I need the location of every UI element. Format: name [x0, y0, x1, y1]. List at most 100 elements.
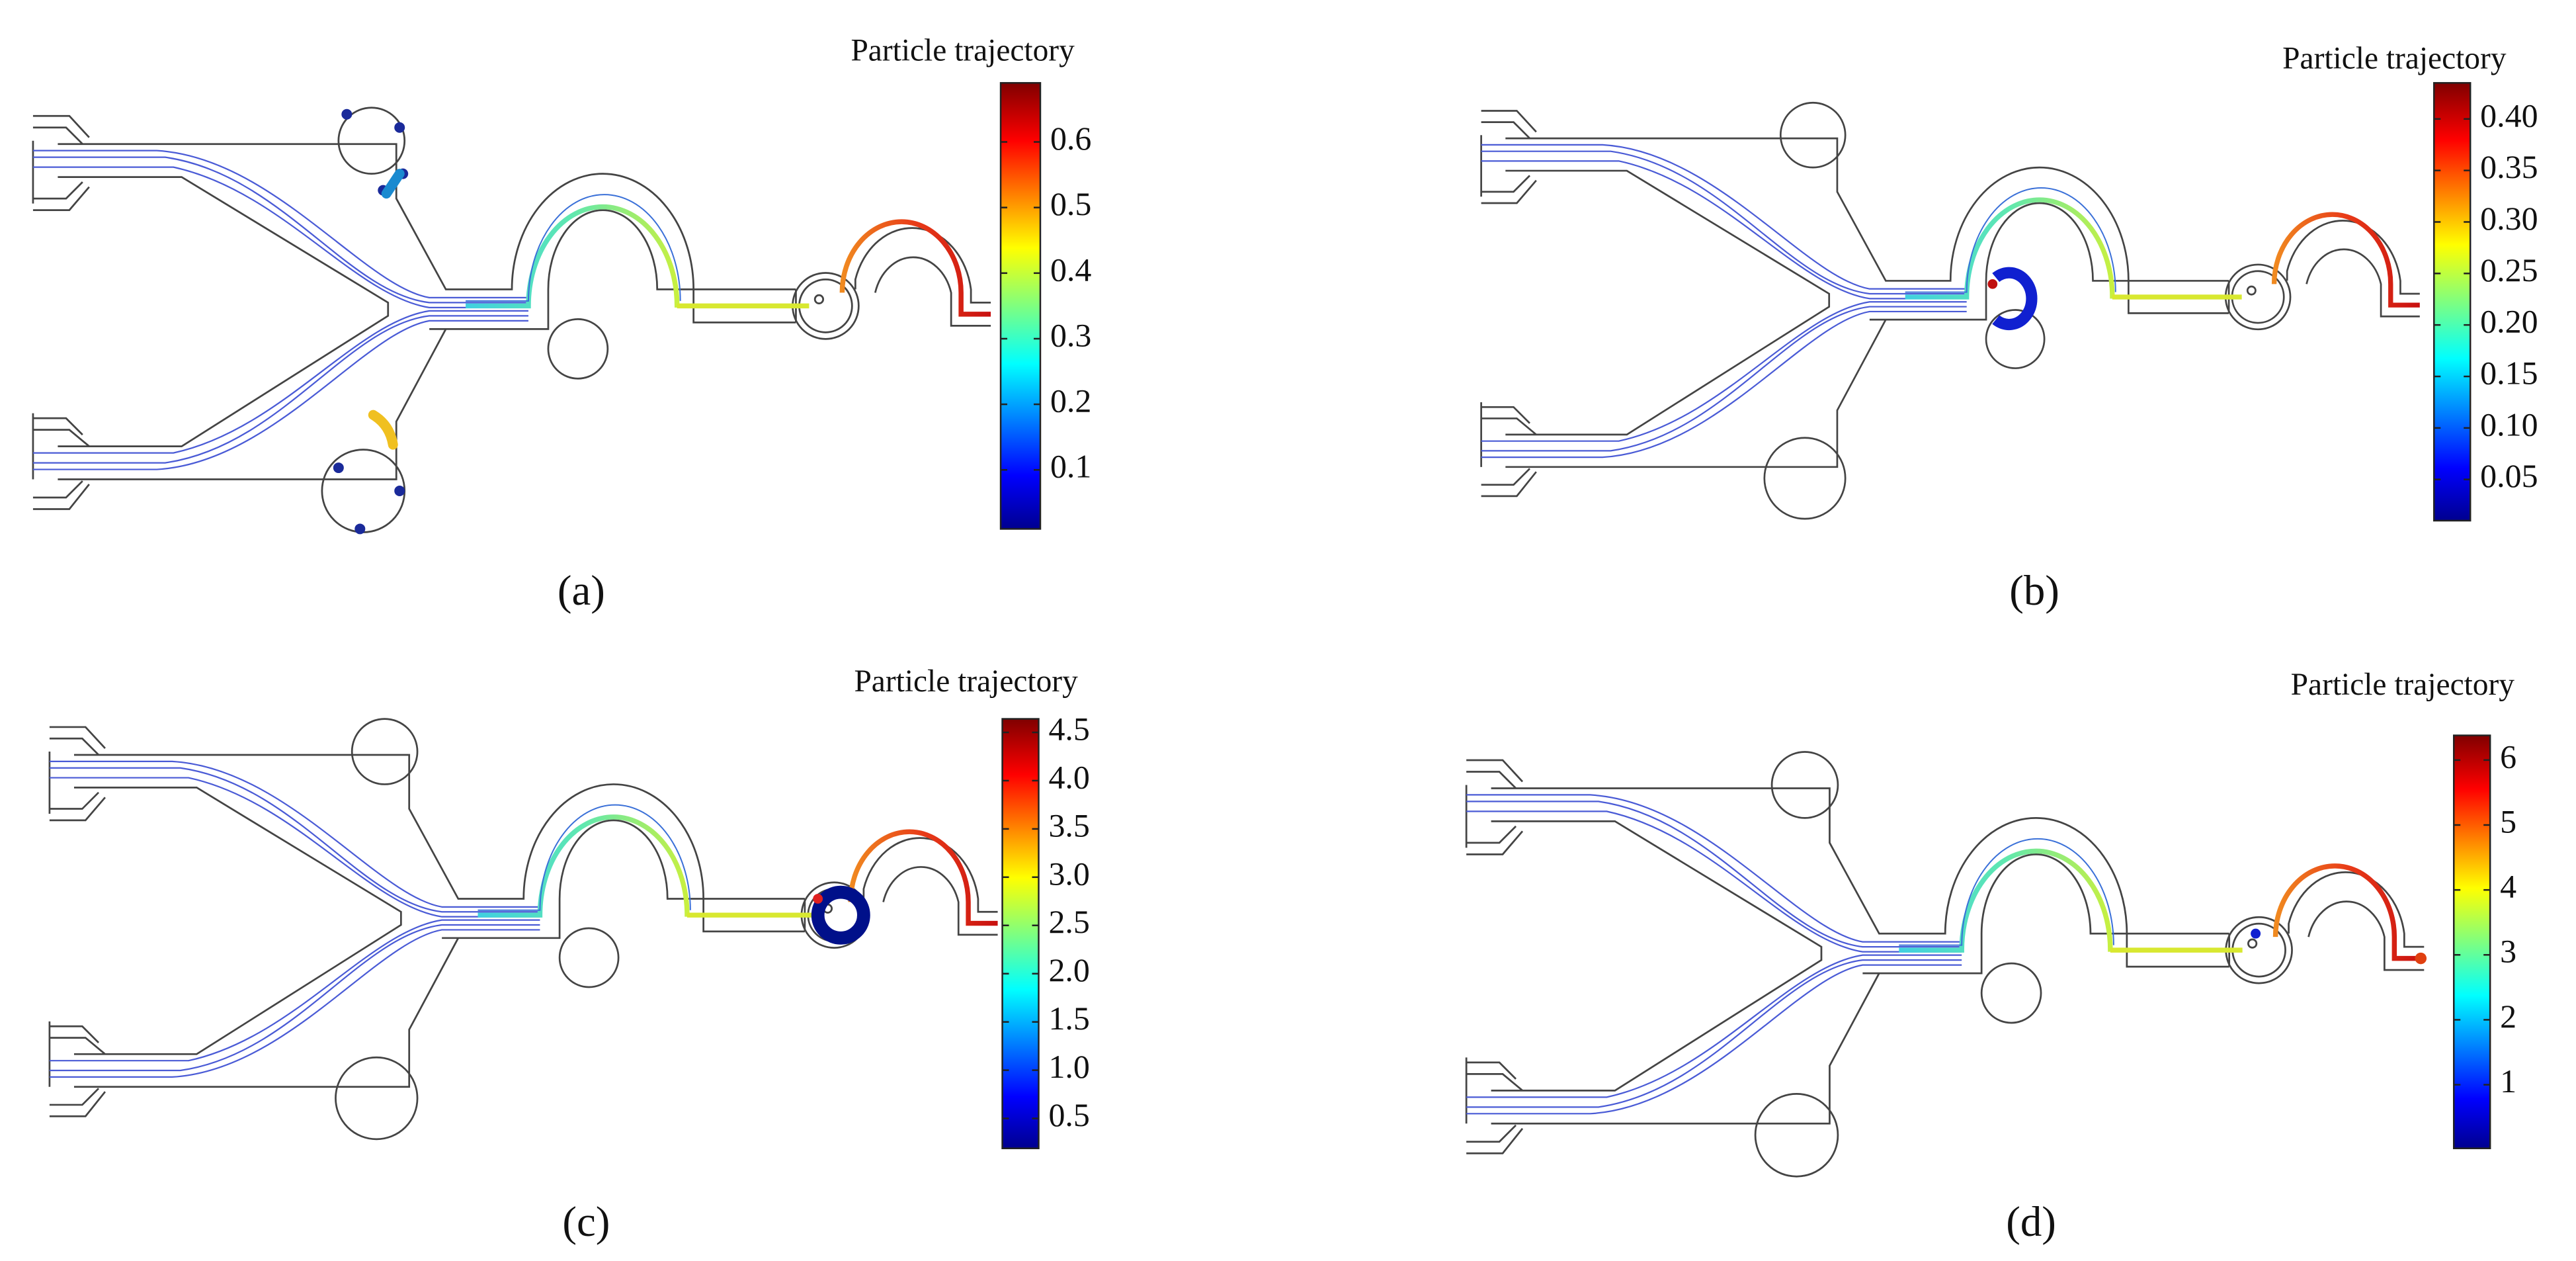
colorbar-tick-label: 1.5 [1048, 1000, 1089, 1037]
channel-wall [49, 726, 106, 756]
trajectory-arch [478, 804, 691, 911]
channel-wall [1466, 825, 1524, 855]
particle [341, 109, 353, 120]
panel-label: (d) [2006, 1198, 2056, 1246]
channel-wall [32, 181, 90, 211]
channel-wall [58, 143, 796, 324]
channel-wall [1505, 137, 2229, 314]
trajectory [1466, 810, 1962, 953]
colorbar-tick-label: 0.1 [1050, 449, 1091, 485]
colorbar-tick-label: 5 [2500, 803, 2516, 840]
panel-label: (c) [562, 1198, 610, 1246]
chamber [335, 1056, 419, 1141]
colorbar-tick-label: 3 [2500, 934, 2516, 970]
channel-wall [73, 937, 460, 1088]
trajectory-arch [1899, 838, 2114, 946]
trajectory [1466, 959, 1962, 1108]
channel-wall [49, 791, 106, 822]
particle-cluster [381, 169, 405, 199]
particle [394, 122, 405, 133]
particle-ring [811, 885, 870, 945]
channel-wall [1466, 759, 1524, 789]
particle [2415, 952, 2427, 965]
chamber [337, 107, 406, 175]
chamber [351, 718, 419, 785]
panel: 0.5 1.0 1.5 2.0 2.5 3.0 3.5 4.0 4.5 Particle traj… [48, 664, 1090, 1246]
panel-label: (a) [558, 567, 605, 615]
channel-wall [862, 837, 998, 936]
colorbar-title: Particle trajectory [854, 664, 1078, 699]
channel-wall [1862, 853, 2229, 975]
trajectory [1466, 794, 1962, 943]
particle [394, 486, 405, 497]
channel-wall [58, 328, 447, 480]
channel-wall [854, 227, 991, 327]
trajectory-arch [2272, 863, 2425, 961]
trajectory [32, 320, 528, 470]
channel-wall [1480, 402, 1537, 498]
channel-wall [32, 114, 90, 145]
colorbar-tick-label: 6 [2500, 738, 2516, 775]
colorbar [2433, 82, 2472, 522]
trajectory-arch [848, 829, 998, 926]
trajectory-arch [839, 219, 991, 317]
channel-diagram [1480, 101, 2420, 520]
particle [2251, 928, 2261, 939]
trajectory [49, 929, 540, 1078]
colorbar-tick-label: 3.5 [1048, 807, 1089, 844]
trajectory [32, 315, 528, 464]
colorbar-tick-label: 3.0 [1048, 855, 1089, 892]
colorbar-tick-label: 0.15 [2480, 355, 2538, 391]
trajectory [49, 760, 540, 908]
colorbar [2452, 734, 2491, 1149]
chamber [1985, 309, 2046, 369]
trajectory [1481, 306, 1967, 452]
particle [1987, 279, 1998, 289]
trajectory [1481, 144, 1967, 290]
chamber [1779, 101, 1847, 169]
colorbar-tick-label: 0.4 [1050, 251, 1091, 288]
trajectory [32, 156, 528, 304]
trap-post [2246, 285, 2257, 296]
channel-diagram [1465, 751, 2427, 1178]
trajectory [1466, 954, 1962, 1098]
trajectory [1466, 801, 1962, 948]
trajectory [49, 924, 540, 1072]
trajectory [49, 767, 540, 913]
colorbar-tick-label: 0.2 [1050, 383, 1091, 419]
trap-post [813, 294, 825, 305]
trajectory [1481, 150, 1967, 295]
channel-wall [1481, 110, 1537, 140]
channel-wall [1491, 973, 1880, 1125]
channel-wall [2288, 871, 2425, 971]
particle [333, 462, 344, 474]
trajectory-arch [466, 204, 680, 309]
colorbar-tick-label: 2.5 [1048, 904, 1089, 940]
channel-wall [1505, 319, 1887, 468]
panel: 0.1 0.2 0.3 0.4 0.5 0.6 Particle trajectory (a) [32, 33, 1091, 615]
trap-post [2247, 938, 2258, 949]
colorbar-tick-label: 2 [2500, 998, 2516, 1035]
channel-diagram [48, 718, 998, 1141]
channel-diagram [32, 107, 991, 535]
colorbar-tick-label: 0.20 [2480, 304, 2538, 340]
trajectory [32, 310, 528, 454]
channel-wall [1465, 1057, 1524, 1154]
particle [813, 894, 823, 904]
colorbar [1001, 718, 1040, 1149]
channel-wall [1869, 202, 2229, 321]
colorbar-tick-label: 0.3 [1050, 317, 1091, 353]
colorbar-tick-label: 0.6 [1050, 120, 1091, 157]
trajectory [1481, 301, 1967, 442]
colorbar-title: Particle trajectory [2282, 42, 2507, 76]
trajectory [49, 919, 540, 1062]
particle [354, 523, 366, 535]
trajectory-arch [1899, 848, 2113, 953]
colorbar-tick-label: 0.30 [2480, 200, 2538, 237]
channel-wall [32, 413, 90, 510]
colorbar-tick-label: 0.10 [2480, 406, 2538, 443]
colorbar-tick-label: 4.5 [1048, 711, 1089, 747]
colorbar-tick-label: 4 [2500, 869, 2516, 905]
chamber [558, 927, 620, 988]
